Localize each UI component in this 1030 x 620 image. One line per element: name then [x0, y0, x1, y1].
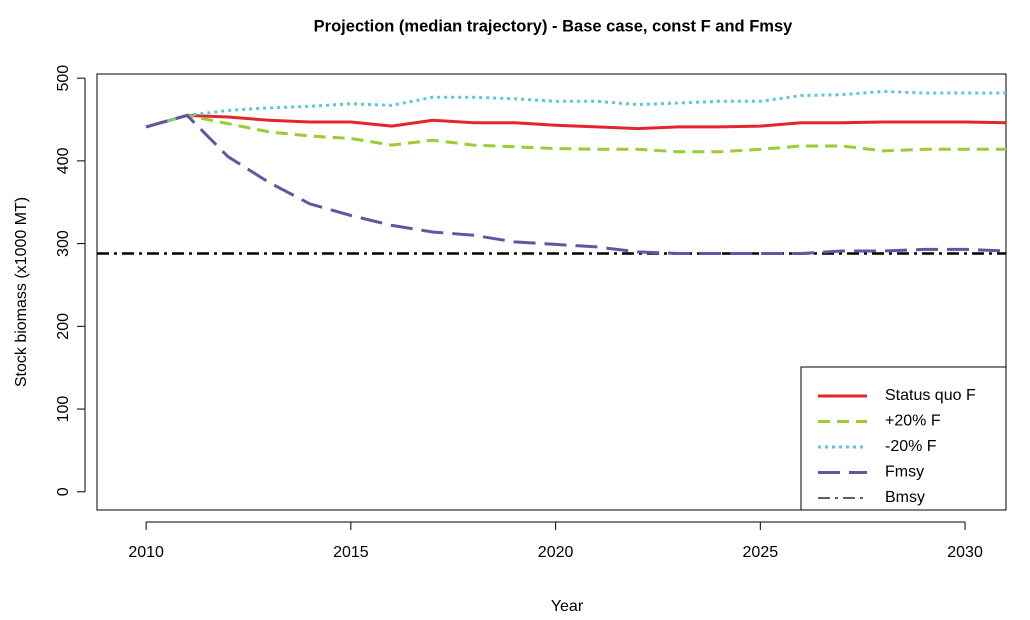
y-tick-label: 300: [55, 230, 72, 257]
legend-label: Bmsy: [885, 489, 925, 506]
y-tick-label: 400: [55, 147, 72, 174]
legend-label: -20% F: [885, 438, 937, 455]
legend-label: Fmsy: [885, 464, 924, 481]
plot-frame: [96, 73, 1007, 511]
series-line: [145, 113, 1007, 131]
legend-label: +20% F: [885, 413, 941, 430]
x-tick-label: 2030: [947, 544, 983, 561]
legend-box: [800, 366, 1007, 511]
series-line: [145, 113, 1007, 255]
y-tick-label: 200: [55, 313, 72, 340]
x-tick-label: 2010: [128, 544, 164, 561]
y-tick-label: 100: [55, 396, 72, 423]
y-axis-label: Stock biomass (x1000 MT): [13, 197, 30, 387]
x-axis-label: Year: [551, 598, 584, 615]
x-tick-label: 2015: [333, 544, 369, 561]
x-tick-label: 2025: [743, 544, 779, 561]
y-tick-label: 0: [55, 487, 72, 496]
legend-label: Status quo F: [885, 387, 976, 404]
chart-title: Projection (median trajectory) - Base ca…: [314, 17, 793, 35]
x-tick-label: 2020: [538, 544, 574, 561]
y-tick-label: 500: [55, 65, 72, 92]
